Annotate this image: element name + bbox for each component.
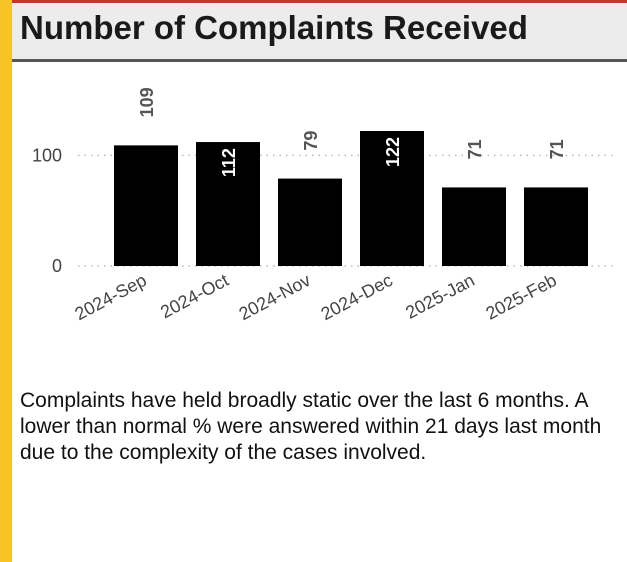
data-label: 122 bbox=[383, 137, 403, 167]
x-tick-label: 2024-Sep bbox=[72, 270, 150, 324]
top-rule bbox=[12, 0, 627, 3]
x-tick-label: 2024-Oct bbox=[157, 270, 232, 322]
bar bbox=[196, 142, 260, 266]
data-label: 112 bbox=[219, 148, 239, 177]
data-label: 71 bbox=[465, 139, 485, 159]
bar bbox=[114, 145, 178, 266]
y-tick-label: 0 bbox=[52, 256, 62, 276]
chart: 0 100 2024-Sep 109 2024-Oct 112 2024-Nov 79 2024… bbox=[32, 87, 615, 324]
bar bbox=[360, 130, 424, 266]
x-tick-label: 2025-Feb bbox=[482, 270, 559, 324]
x-tick-label: 2024-Nov bbox=[236, 270, 314, 324]
header: Number of Complaints Received bbox=[12, 3, 627, 62]
data-label: 109 bbox=[137, 87, 157, 117]
data-label: 79 bbox=[301, 131, 321, 151]
accent-bar bbox=[0, 0, 12, 562]
y-tick-label: 100 bbox=[32, 145, 62, 165]
data-label: 71 bbox=[547, 139, 567, 159]
bar bbox=[278, 178, 342, 266]
bar bbox=[524, 187, 588, 266]
x-tick-label: 2025-Jan bbox=[402, 270, 478, 323]
bar bbox=[442, 187, 506, 266]
x-tick-label: 2024-Dec bbox=[318, 270, 396, 324]
commentary: Complaints have held broadly static over… bbox=[20, 389, 602, 464]
title: Number of Complaints Received bbox=[20, 9, 528, 46]
